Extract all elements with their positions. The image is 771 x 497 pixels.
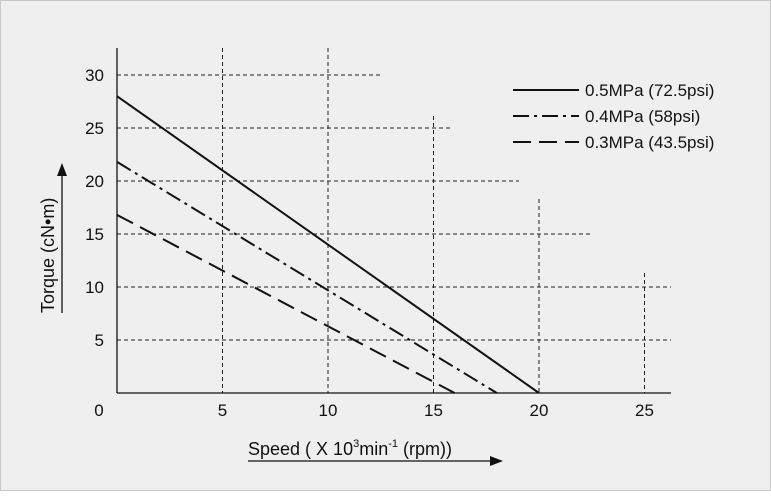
y-tick-25: 25 [85,119,104,138]
y-axis-label-arrowhead [57,163,67,176]
x-tick-20: 20 [530,401,549,420]
series-line-1 [116,95,540,394]
x-tick-25: 25 [635,401,654,420]
x-tick-5: 5 [218,401,227,420]
y-tick-30: 30 [85,66,104,85]
x-tick-0: 0 [94,401,103,420]
y-tick-15: 15 [85,225,104,244]
series-line-2 [116,161,498,394]
y-tick-labels: 5 10 15 20 25 30 [85,66,104,350]
legend: 0.5MPa (72.5psi) 0.4MPa (58psi) 0.3MPa (43… [513,81,714,152]
x-axis-label-arrowhead [490,456,503,466]
y-tick-20: 20 [85,172,104,191]
y-axis-label: Torque (cN•m) [38,198,58,313]
grid-lines [117,48,671,393]
legend-label-3: 0.3MPa (43.5psi) [585,133,714,152]
y-tick-10: 10 [85,278,104,297]
x-axis-label: Speed ( X 103min-1 (rpm)) [248,438,452,459]
legend-label-2: 0.4MPa (58psi) [585,107,700,126]
x-tick-labels: 0 5 10 15 20 25 [94,401,654,420]
series-line-3 [116,214,456,394]
series-lines [116,95,540,394]
legend-label-1: 0.5MPa (72.5psi) [585,81,714,100]
x-tick-15: 15 [424,401,443,420]
y-tick-5: 5 [95,331,104,350]
axes [116,48,671,394]
x-tick-10: 10 [319,401,338,420]
